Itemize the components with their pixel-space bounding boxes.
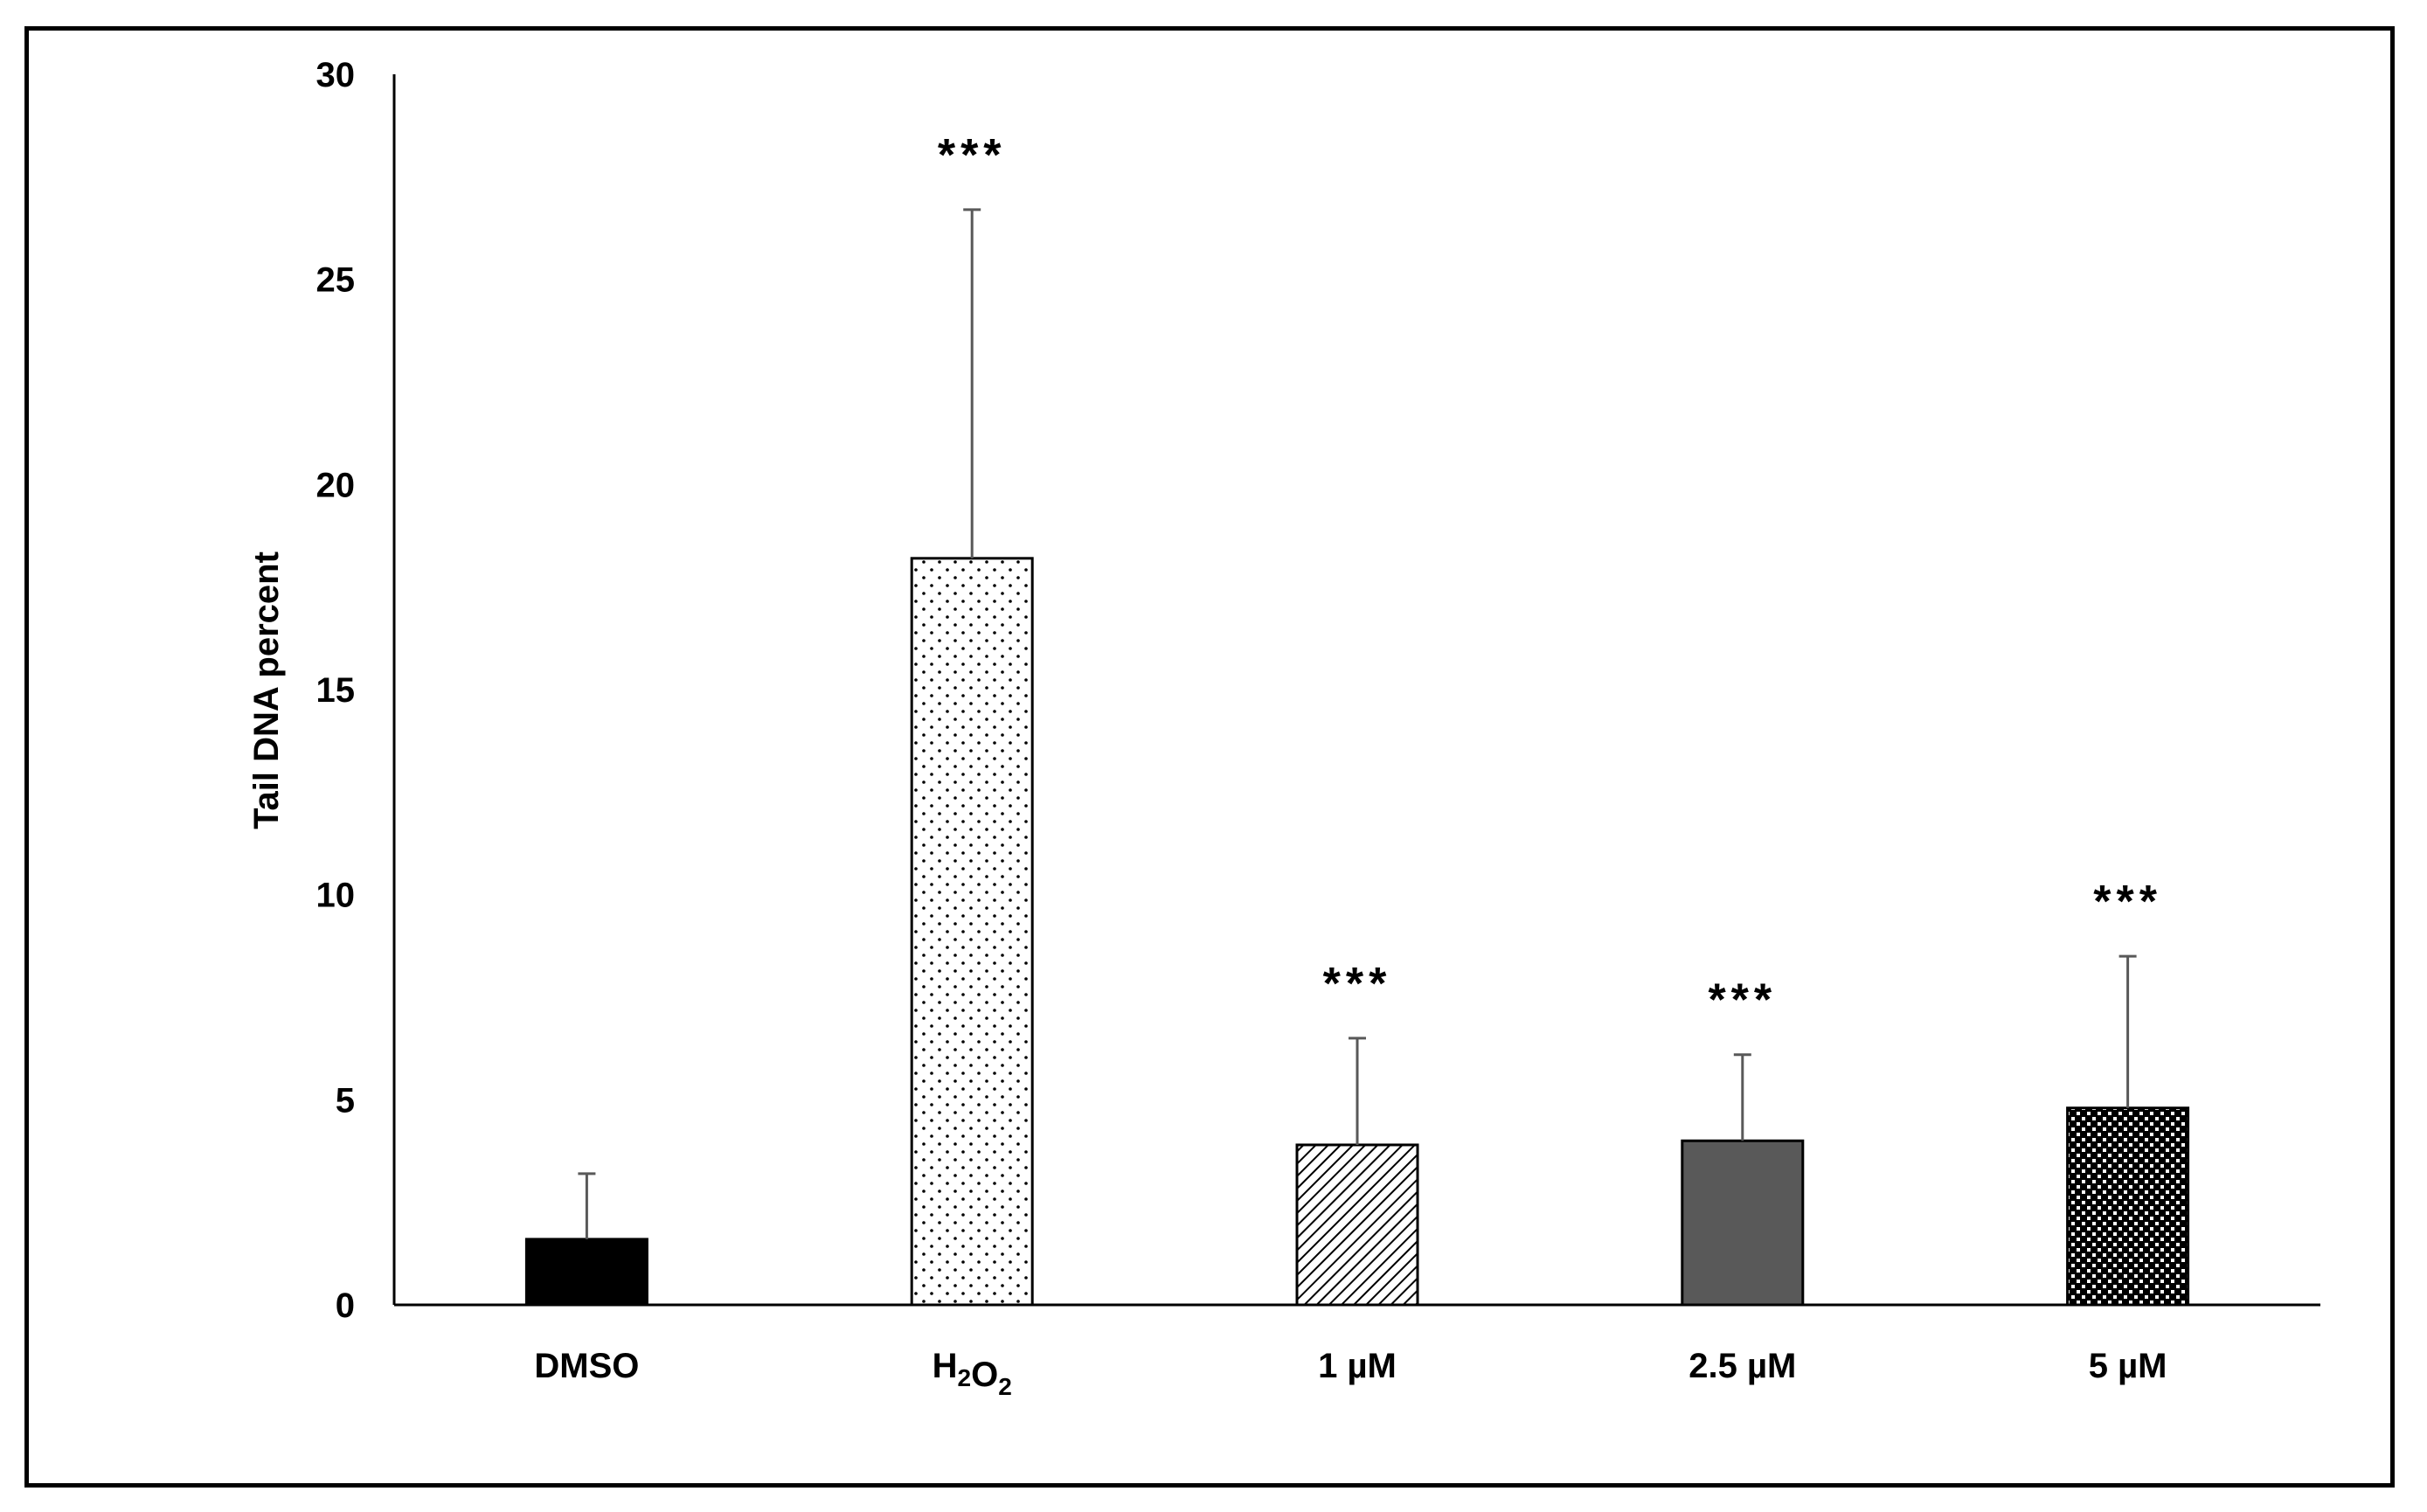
y-tick-label-1: 5 bbox=[336, 1081, 355, 1120]
x-axis: DMSO H2O2 1 µM 2.5 µM 5 µM bbox=[394, 1303, 2320, 1400]
x-tick-label-2: 1 µM bbox=[1318, 1347, 1397, 1385]
y-tick-label-5: 25 bbox=[316, 261, 356, 300]
bar-0 bbox=[524, 1238, 648, 1307]
labels: *** *** *** *** bbox=[938, 130, 2162, 1026]
bars bbox=[524, 557, 2190, 1307]
error-bars bbox=[578, 208, 2137, 1239]
x-tick-label-0: DMSO bbox=[534, 1347, 639, 1385]
y-tick-label-6: 30 bbox=[316, 56, 356, 94]
bar-2 bbox=[1295, 1143, 1419, 1307]
significance-label-2: *** bbox=[1323, 959, 1392, 1009]
x-tick-label-4: 5 µM bbox=[2089, 1347, 2167, 1385]
significance-label-3: *** bbox=[1708, 975, 1777, 1026]
y-tick-label-3: 15 bbox=[316, 671, 356, 710]
x-tick-label-3: 2.5 µM bbox=[1688, 1347, 1796, 1385]
chart-frame bbox=[24, 26, 2395, 1488]
bar-3 bbox=[1681, 1139, 1805, 1307]
y-tick-label-0: 0 bbox=[336, 1287, 355, 1325]
significance-label-1: *** bbox=[938, 130, 1007, 181]
y-axis-title: Tail DNA percent bbox=[247, 551, 286, 829]
bar-4 bbox=[2066, 1106, 2190, 1307]
y-axis: 0 5 10 15 20 25 30 bbox=[316, 56, 396, 1325]
significance-label-4: *** bbox=[2093, 877, 2162, 927]
x-tick-label-1: H2O2 bbox=[933, 1347, 1012, 1400]
y-tick-label-2: 10 bbox=[316, 877, 356, 915]
y-tick-label-4: 20 bbox=[316, 466, 356, 504]
bar-1 bbox=[910, 557, 1034, 1307]
